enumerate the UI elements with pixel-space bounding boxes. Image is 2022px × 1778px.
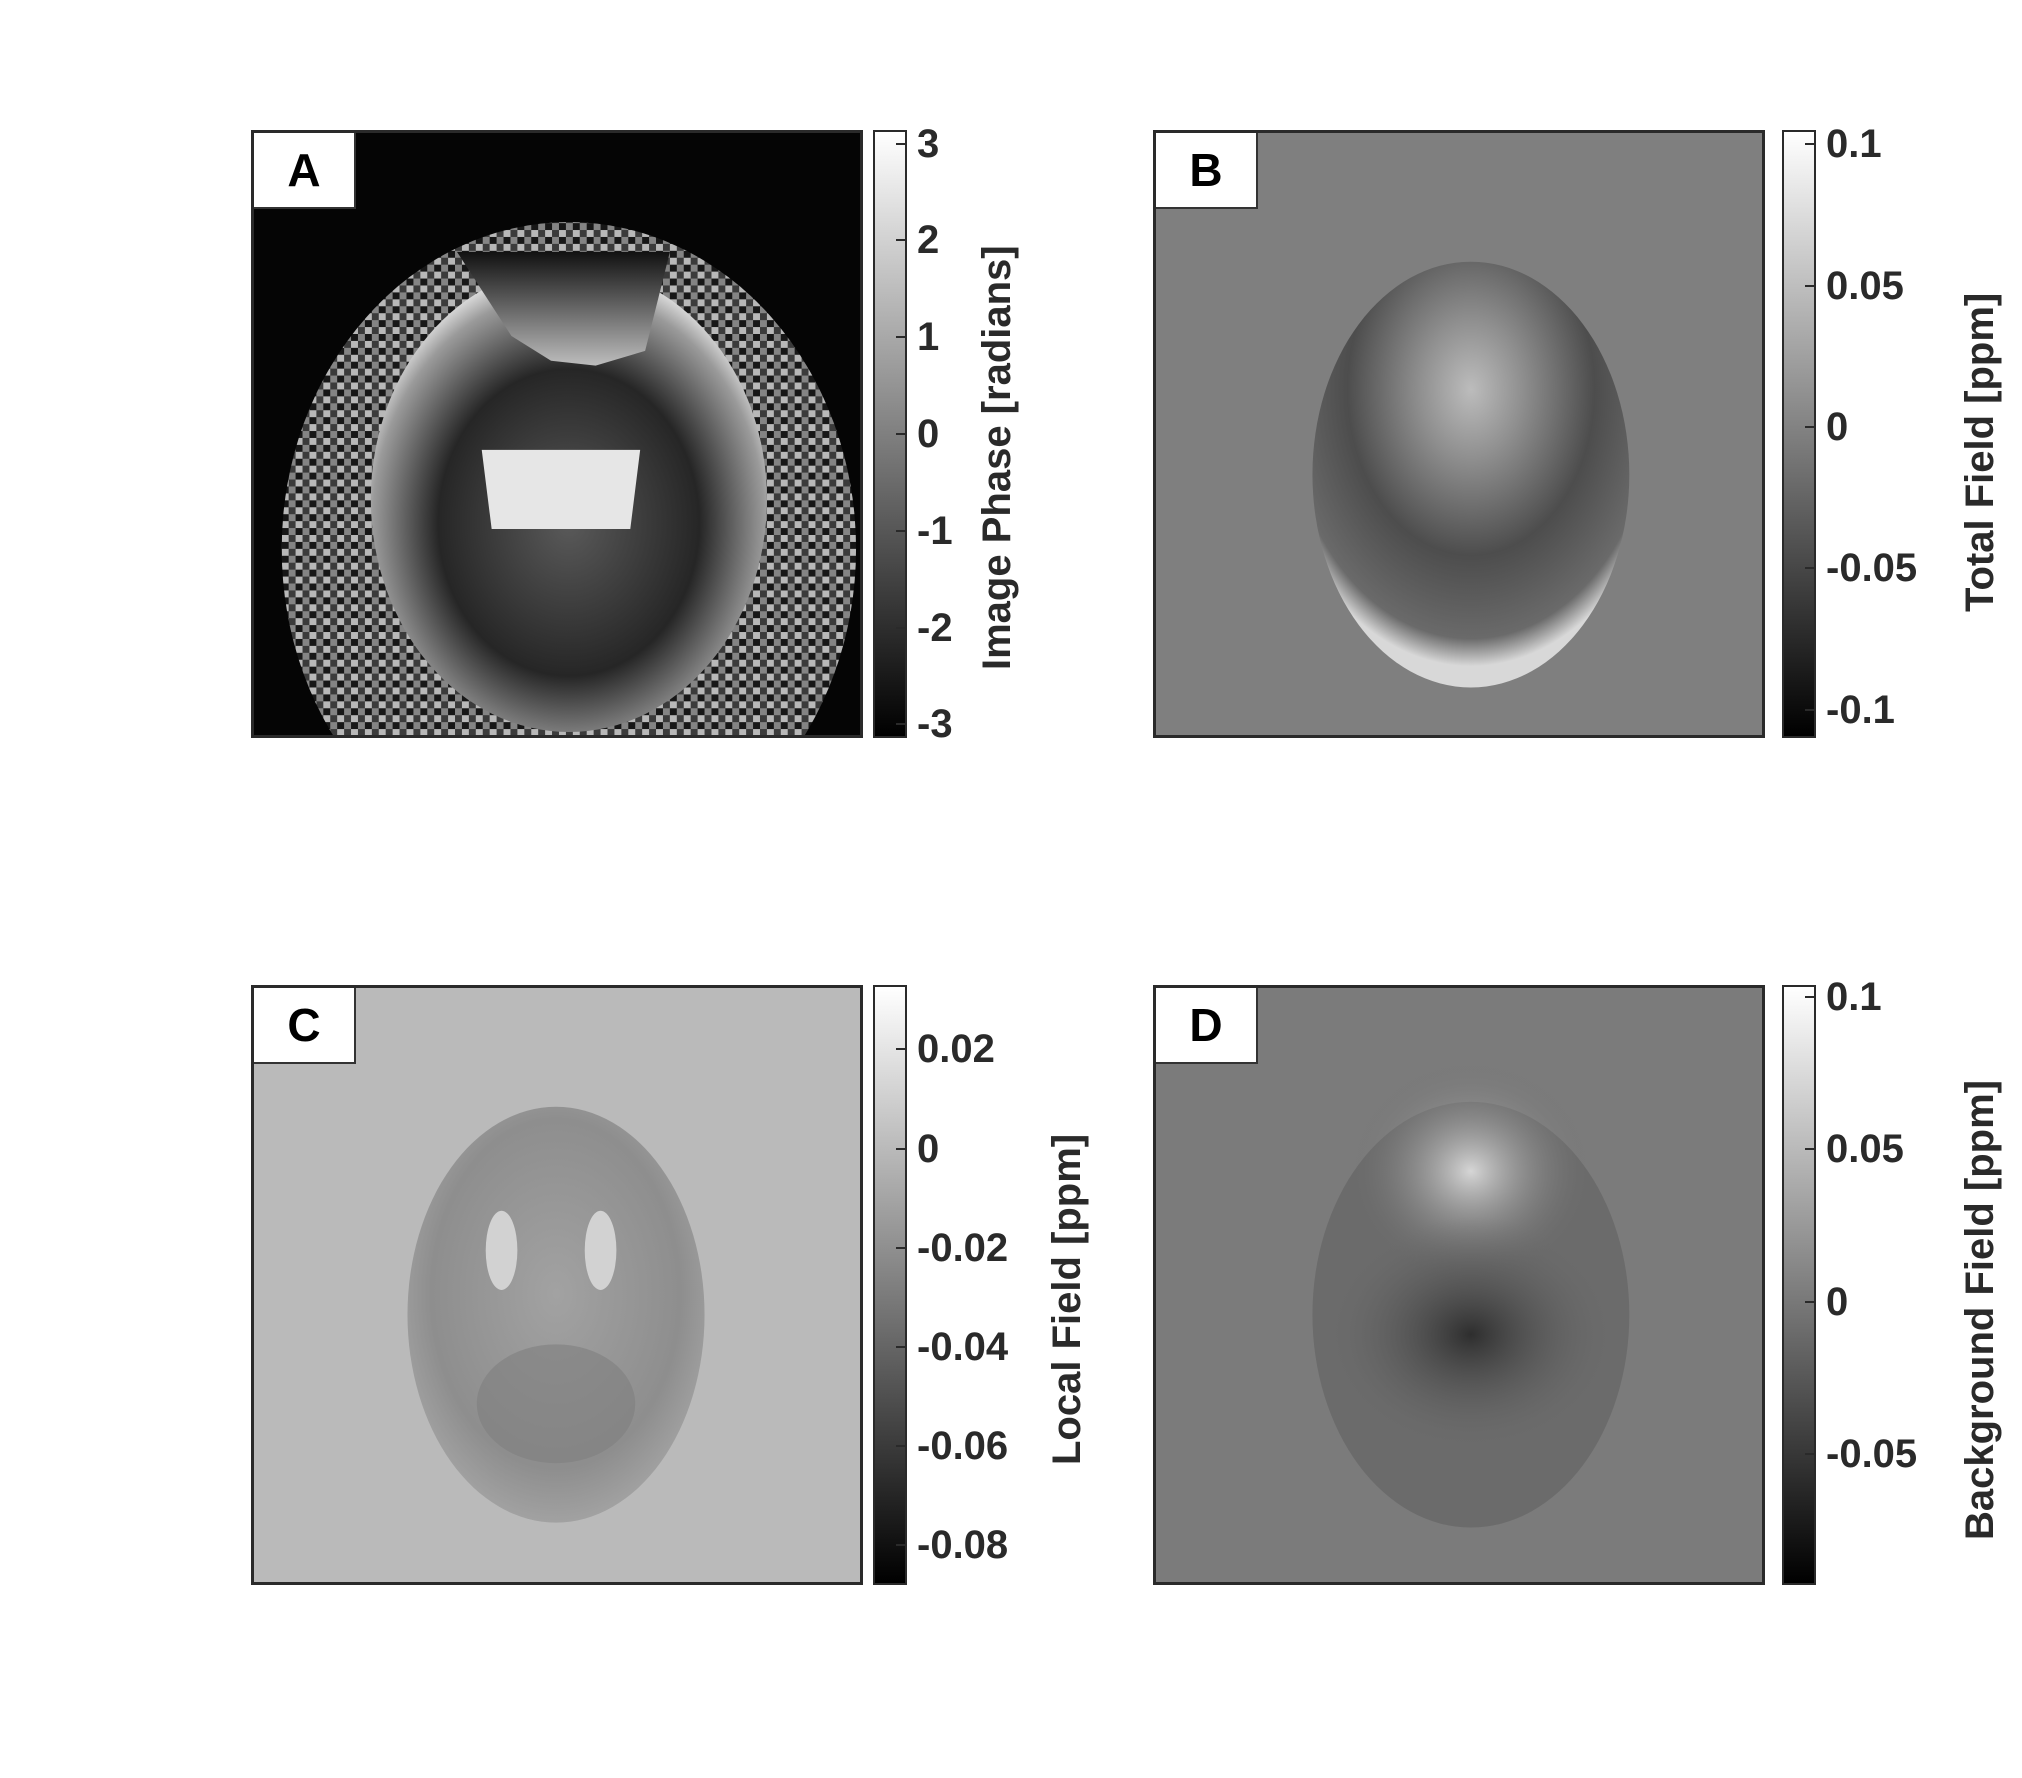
colorbar-tick-mark bbox=[1805, 1300, 1814, 1303]
colorbar-tick-label: 3 bbox=[917, 121, 940, 166]
colorbar-tick-label: -0.02 bbox=[917, 1225, 1009, 1270]
colorbar-label: Background Field [ppm] bbox=[1958, 1080, 2002, 1540]
colorbar-tick-mark bbox=[896, 336, 905, 339]
colorbar-tick-mark bbox=[896, 433, 905, 435]
panel-letter: C bbox=[254, 988, 356, 1064]
colorbar-tick-mark bbox=[1805, 425, 1814, 428]
colorbar-tick-label: -3 bbox=[917, 702, 953, 747]
panel-letter: B bbox=[1156, 133, 1258, 209]
colorbar-label: Local Field [ppm] bbox=[1045, 1133, 1089, 1465]
colorbar-tick-mark bbox=[896, 723, 905, 726]
phase-map-graphic bbox=[254, 133, 860, 735]
colorbar-tick-mark bbox=[896, 1246, 905, 1249]
colorbar-tick-mark bbox=[896, 239, 905, 242]
colorbar-tick-mark bbox=[896, 626, 905, 629]
colorbar-tick-mark bbox=[1805, 143, 1814, 146]
background-field-graphic bbox=[1156, 988, 1762, 1582]
local-field-graphic bbox=[254, 988, 860, 1582]
total-field-image: B bbox=[1153, 130, 1765, 738]
background-field-image: D bbox=[1153, 985, 1765, 1585]
phase-image: A bbox=[251, 130, 863, 738]
colorbar-tick-mark bbox=[896, 529, 905, 532]
colorbar-tick-label: 0.02 bbox=[917, 1027, 995, 1072]
colorbar-tick-label: -0.05 bbox=[1826, 1432, 1918, 1477]
colorbar-tick-mark bbox=[896, 1147, 905, 1150]
colorbar-tick-mark bbox=[1805, 1148, 1814, 1151]
colorbar-tick-mark bbox=[1805, 996, 1814, 999]
colorbar bbox=[873, 985, 907, 1585]
colorbar-tick-label: -2 bbox=[917, 605, 953, 650]
total-field-graphic bbox=[1156, 133, 1762, 735]
colorbar-tick-label: 2 bbox=[917, 218, 940, 263]
colorbar-tick-mark bbox=[1805, 1453, 1814, 1456]
colorbar-tick-label: -1 bbox=[917, 508, 953, 553]
colorbar-tick-label: -0.06 bbox=[917, 1424, 1009, 1469]
colorbar-tick-mark bbox=[896, 1445, 905, 1448]
colorbar-tick-label: -0.08 bbox=[917, 1523, 1009, 1568]
colorbar-tick-label: 0.1 bbox=[1826, 975, 1882, 1020]
colorbar-tick-label: 0.05 bbox=[1826, 1127, 1904, 1172]
colorbar-tick-mark bbox=[1805, 708, 1814, 711]
local-field-image: C bbox=[251, 985, 863, 1585]
colorbar-tick-mark bbox=[896, 1345, 905, 1348]
panel-letter: A bbox=[254, 133, 356, 209]
colorbar-tick-label: 1 bbox=[917, 315, 940, 360]
colorbar-tick-mark bbox=[1805, 284, 1814, 287]
colorbar-tick-label: -0.1 bbox=[1826, 687, 1895, 732]
panel-letter: D bbox=[1156, 988, 1258, 1064]
colorbar-tick-label: 0 bbox=[917, 412, 940, 456]
colorbar-tick-label: 0.1 bbox=[1826, 122, 1882, 167]
colorbar-tick-label: 0.05 bbox=[1826, 263, 1904, 308]
colorbar bbox=[1782, 130, 1816, 738]
colorbar-tick-label: 0 bbox=[1826, 1279, 1849, 1324]
colorbar-tick-label: 0 bbox=[917, 1126, 940, 1171]
colorbar-tick-label: -0.04 bbox=[917, 1324, 1009, 1369]
colorbar-tick-mark bbox=[896, 1048, 905, 1051]
colorbar-tick-mark bbox=[896, 142, 905, 145]
colorbar-tick-mark bbox=[896, 1544, 905, 1547]
colorbar-label: Image Phase [radians] bbox=[975, 245, 1019, 670]
colorbar-tick-mark bbox=[1805, 567, 1814, 570]
colorbar-tick-label: 0 bbox=[1826, 404, 1849, 449]
colorbar bbox=[1782, 985, 1816, 1585]
colorbar-label: Total Field [ppm] bbox=[1958, 292, 2002, 612]
colorbar-tick-label: -0.05 bbox=[1826, 546, 1918, 591]
